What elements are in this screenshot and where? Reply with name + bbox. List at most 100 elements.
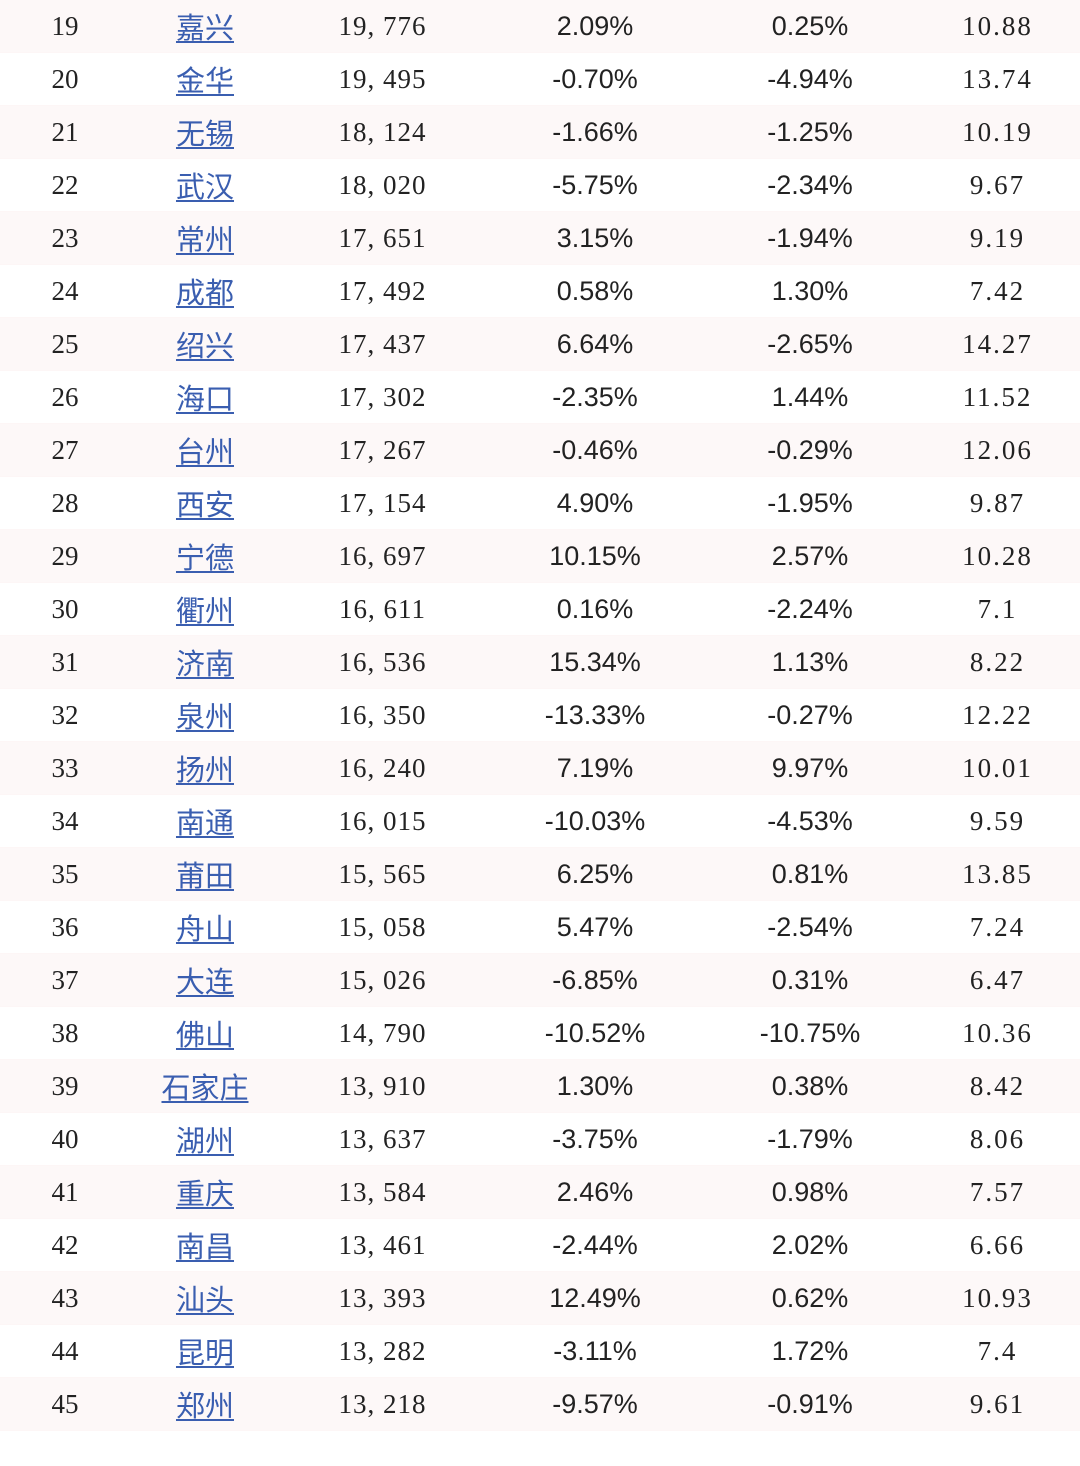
rank-cell: 31 [0,647,130,678]
price-cell: 19, 495 [280,64,485,95]
city-cell: 南昌 [130,1224,280,1266]
rank-cell: 26 [0,382,130,413]
table-row: 28西安17, 1544.90%-1.95%9.87 [0,477,1080,530]
city-link[interactable]: 金华 [176,66,234,98]
percent1-cell: 0.58% [485,276,705,307]
rank-cell: 39 [0,1071,130,1102]
percent2-cell: -2.24% [705,594,915,625]
city-cell: 嘉兴 [130,5,280,47]
city-link[interactable]: 宁德 [176,543,234,575]
rank-cell: 34 [0,806,130,837]
rank-cell: 45 [0,1389,130,1420]
rank-cell: 28 [0,488,130,519]
rank-cell: 38 [0,1018,130,1049]
percent2-cell: 1.44% [705,382,915,413]
city-link[interactable]: 济南 [176,649,234,681]
rank-cell: 33 [0,753,130,784]
last-cell: 8.42 [915,1071,1080,1102]
city-link[interactable]: 西安 [176,490,234,522]
price-cell: 13, 584 [280,1177,485,1208]
city-link[interactable]: 武汉 [176,172,234,204]
price-cell: 14, 790 [280,1018,485,1049]
last-cell: 9.67 [915,170,1080,201]
city-link[interactable]: 无锡 [176,119,234,151]
last-cell: 10.28 [915,541,1080,572]
table-row: 36舟山15, 0585.47%-2.54%7.24 [0,901,1080,954]
city-link[interactable]: 嘉兴 [176,13,234,45]
city-cell: 石家庄 [130,1065,280,1107]
price-cell: 16, 536 [280,647,485,678]
city-link[interactable]: 湖州 [176,1126,234,1158]
city-link[interactable]: 扬州 [176,755,234,787]
city-cell: 南通 [130,800,280,842]
city-link[interactable]: 衢州 [176,596,234,628]
last-cell: 9.19 [915,223,1080,254]
percent2-cell: 0.38% [705,1071,915,1102]
price-cell: 19, 776 [280,11,485,42]
percent2-cell: 0.98% [705,1177,915,1208]
table-row: 33扬州16, 2407.19%9.97%10.01 [0,742,1080,795]
percent2-cell: -2.54% [705,912,915,943]
rank-cell: 22 [0,170,130,201]
table-row: 25绍兴17, 4376.64%-2.65%14.27 [0,318,1080,371]
price-cell: 16, 611 [280,594,485,625]
city-link[interactable]: 郑州 [176,1391,234,1423]
city-link[interactable]: 莆田 [176,861,234,893]
city-link[interactable]: 汕头 [176,1285,234,1317]
table-row: 21无锡18, 124-1.66%-1.25%10.19 [0,106,1080,159]
city-link[interactable]: 昆明 [176,1338,234,1370]
percent1-cell: -3.75% [485,1124,705,1155]
percent1-cell: 2.09% [485,11,705,42]
table-row: 43汕头13, 39312.49%0.62%10.93 [0,1272,1080,1325]
city-cell: 宁德 [130,535,280,577]
rank-cell: 32 [0,700,130,731]
city-link[interactable]: 成都 [176,278,234,310]
percent2-cell: -0.91% [705,1389,915,1420]
percent1-cell: -13.33% [485,700,705,731]
city-link[interactable]: 舟山 [176,914,234,946]
last-cell: 10.01 [915,753,1080,784]
percent2-cell: -2.34% [705,170,915,201]
price-cell: 17, 651 [280,223,485,254]
city-link[interactable]: 常州 [176,225,234,257]
percent1-cell: 15.34% [485,647,705,678]
city-link[interactable]: 重庆 [176,1179,234,1211]
city-link[interactable]: 大连 [176,967,234,999]
city-link[interactable]: 佛山 [176,1020,234,1052]
city-link[interactable]: 石家庄 [161,1073,248,1105]
percent1-cell: -3.11% [485,1336,705,1367]
percent2-cell: 1.72% [705,1336,915,1367]
price-cell: 17, 267 [280,435,485,466]
price-cell: 16, 697 [280,541,485,572]
last-cell: 10.19 [915,117,1080,148]
last-cell: 10.93 [915,1283,1080,1314]
city-link[interactable]: 南昌 [176,1232,234,1264]
table-row: 42南昌13, 461-2.44%2.02%6.66 [0,1219,1080,1272]
city-cell: 扬州 [130,747,280,789]
rank-cell: 42 [0,1230,130,1261]
price-cell: 17, 437 [280,329,485,360]
price-cell: 16, 015 [280,806,485,837]
table-row: 30衢州16, 6110.16%-2.24%7.1 [0,583,1080,636]
price-cell: 17, 492 [280,276,485,307]
city-link[interactable]: 绍兴 [176,331,234,363]
city-link[interactable]: 南通 [176,808,234,840]
city-cell: 重庆 [130,1171,280,1213]
city-link[interactable]: 台州 [176,437,234,469]
rank-cell: 21 [0,117,130,148]
last-cell: 6.47 [915,965,1080,996]
city-cell: 湖州 [130,1118,280,1160]
city-cell: 台州 [130,429,280,471]
city-cell: 金华 [130,58,280,100]
percent1-cell: -5.75% [485,170,705,201]
last-cell: 14.27 [915,329,1080,360]
last-cell: 8.22 [915,647,1080,678]
percent1-cell: 1.30% [485,1071,705,1102]
city-link[interactable]: 泉州 [176,702,234,734]
last-cell: 7.42 [915,276,1080,307]
last-cell: 9.59 [915,806,1080,837]
percent2-cell: -1.79% [705,1124,915,1155]
city-cell: 大连 [130,959,280,1001]
last-cell: 7.57 [915,1177,1080,1208]
city-link[interactable]: 海口 [176,384,234,416]
